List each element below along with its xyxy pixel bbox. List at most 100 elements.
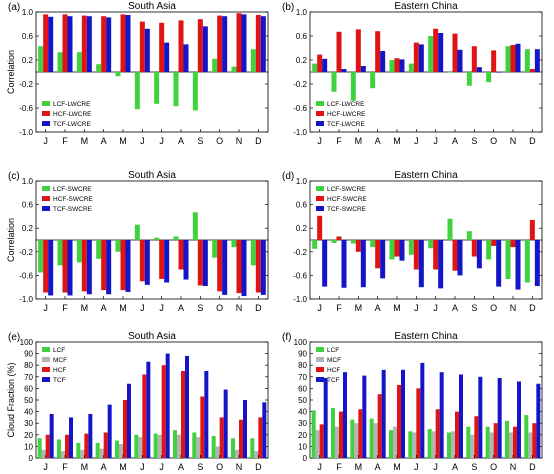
chart-panel-b: -1.0 -0.6 -0.2 0.2 0.6 1.0 J F M A M J J A S O N D Eastern… xyxy=(282,1,543,146)
y-tick-label: -0.2 xyxy=(293,248,307,257)
bar-tcf-lwcre-2 xyxy=(67,16,73,72)
bar-lcf-lwcre-5 xyxy=(389,60,395,72)
bar-lcf-lwcre-10 xyxy=(212,58,218,72)
bar-hcf-swcre-4 xyxy=(101,240,107,291)
chart-panel-c: -1.0 -0.6 -0.2 0.2 0.6 1.0 J F M A M J J A S O N D South A… xyxy=(6,170,269,313)
bar-tcf-2 xyxy=(69,417,73,458)
bar-tcf-lwcre-9 xyxy=(476,67,482,72)
legend-swatch xyxy=(316,101,324,106)
bar-hcf-swcre-9 xyxy=(471,240,477,257)
bar-mcf-8 xyxy=(177,434,181,458)
bar-tcf-8 xyxy=(185,355,189,458)
bar-lcf-9 xyxy=(192,432,197,458)
legend-label: HCF-SWCRE xyxy=(327,196,367,203)
x-tick-label: J xyxy=(43,136,48,146)
bar-tcf-lwcre-11 xyxy=(515,43,521,72)
bar-lcf-swcre-12 xyxy=(250,240,256,266)
bar-tcf-4 xyxy=(381,369,386,458)
x-tick-label: J xyxy=(433,136,438,146)
x-tick-label: A xyxy=(101,303,107,313)
panel-label: (c) xyxy=(8,171,20,182)
bar-hcf-8 xyxy=(181,371,185,458)
bar-tcf-lwcre-4 xyxy=(380,51,386,72)
bar-hcf-2 xyxy=(339,411,343,458)
x-tick-label: J xyxy=(414,136,419,146)
x-tick-label: A xyxy=(178,136,184,146)
y-tick-label: 60 xyxy=(24,384,33,393)
legend-label: HCF xyxy=(327,367,340,374)
y-tick-label: 1.0 xyxy=(296,177,308,186)
x-tick-label: J xyxy=(140,462,145,472)
bar-hcf-swcre-1 xyxy=(317,215,323,240)
bar-hcf-lwcre-7 xyxy=(433,28,439,72)
x-tick-label: M xyxy=(81,136,89,146)
x-tick-label: F xyxy=(62,136,68,146)
bar-tcf-3 xyxy=(88,413,93,458)
y-tick-label: 90 xyxy=(298,350,307,359)
bar-lcf-swcre-1 xyxy=(38,240,44,273)
bar-mcf-5 xyxy=(393,426,397,458)
bar-mcf-5 xyxy=(119,444,123,458)
bar-mcf-3 xyxy=(354,423,359,458)
bar-lcf-lwcre-3 xyxy=(76,52,82,72)
legend-swatch xyxy=(42,206,50,211)
x-tick-label: J xyxy=(159,303,164,313)
bar-tcf-swcre-4 xyxy=(106,240,112,295)
legend-label: TCF xyxy=(327,377,340,384)
bar-mcf-2 xyxy=(61,451,65,458)
bar-mcf-12 xyxy=(528,432,533,458)
y-tick-label: 20 xyxy=(24,431,33,440)
y-tick-label: 50 xyxy=(24,396,33,405)
bar-mcf-6 xyxy=(412,432,417,458)
bar-lcf-5 xyxy=(389,430,393,458)
x-tick-label: J xyxy=(140,136,145,146)
x-tick-label: M xyxy=(393,303,401,313)
bar-lcf-swcre-12 xyxy=(524,240,530,283)
bar-mcf-4 xyxy=(373,423,378,458)
legend-swatch xyxy=(42,121,50,126)
bar-tcf-1 xyxy=(49,413,54,458)
x-tick-label: A xyxy=(452,303,458,313)
y-tick-label: -0.6 xyxy=(293,104,307,113)
legend-swatch xyxy=(316,186,324,191)
bar-hcf-swcre-4 xyxy=(375,240,381,269)
bar-hcf-swcre-5 xyxy=(120,240,126,291)
legend-label: TCF-SWCRE xyxy=(327,206,367,213)
x-tick-label: F xyxy=(62,303,68,313)
bar-lcf-8 xyxy=(447,432,451,458)
bar-mcf-9 xyxy=(470,434,475,458)
bar-lcf-3 xyxy=(350,419,355,458)
bar-lcf-6 xyxy=(408,431,413,458)
y-tick-label: 0.6 xyxy=(22,201,34,210)
y-tick-label: 10 xyxy=(298,442,307,451)
x-tick-label: S xyxy=(471,136,477,146)
bar-lcf-lwcre-2 xyxy=(331,72,337,92)
y-tick-label: 0.6 xyxy=(22,32,34,41)
bar-hcf-7 xyxy=(161,365,166,458)
x-tick-label: N xyxy=(236,303,243,313)
bar-lcf-2 xyxy=(57,439,61,458)
bar-lcf-swcre-11 xyxy=(505,240,511,279)
x-tick-label: J xyxy=(43,303,48,313)
x-tick-label: J xyxy=(433,303,438,313)
x-tick-label: J xyxy=(317,136,322,146)
bar-hcf-6 xyxy=(416,388,421,458)
x-tick-label: M xyxy=(393,136,401,146)
bar-lcf-swcre-8 xyxy=(173,236,179,240)
bar-tcf-lwcre-9 xyxy=(202,26,208,72)
bar-tcf-swcre-7 xyxy=(164,240,170,283)
legend-swatch xyxy=(316,357,324,362)
bar-hcf-lwcre-9 xyxy=(471,46,477,72)
bar-lcf-lwcre-9 xyxy=(192,72,198,111)
bar-tcf-lwcre-3 xyxy=(360,66,366,72)
legend-label: TCF-SWCRE xyxy=(53,206,93,213)
y-tick-label: -1.0 xyxy=(293,295,307,304)
bar-lcf-lwcre-12 xyxy=(250,49,256,72)
x-tick-label: M xyxy=(119,462,127,472)
bar-tcf-swcre-8 xyxy=(183,240,189,280)
legend-swatch xyxy=(42,101,50,106)
x-tick-label: A xyxy=(178,462,184,472)
legend-swatch xyxy=(316,377,324,382)
bar-lcf-swcre-1 xyxy=(312,240,318,249)
bar-tcf-lwcre-7 xyxy=(438,33,444,72)
